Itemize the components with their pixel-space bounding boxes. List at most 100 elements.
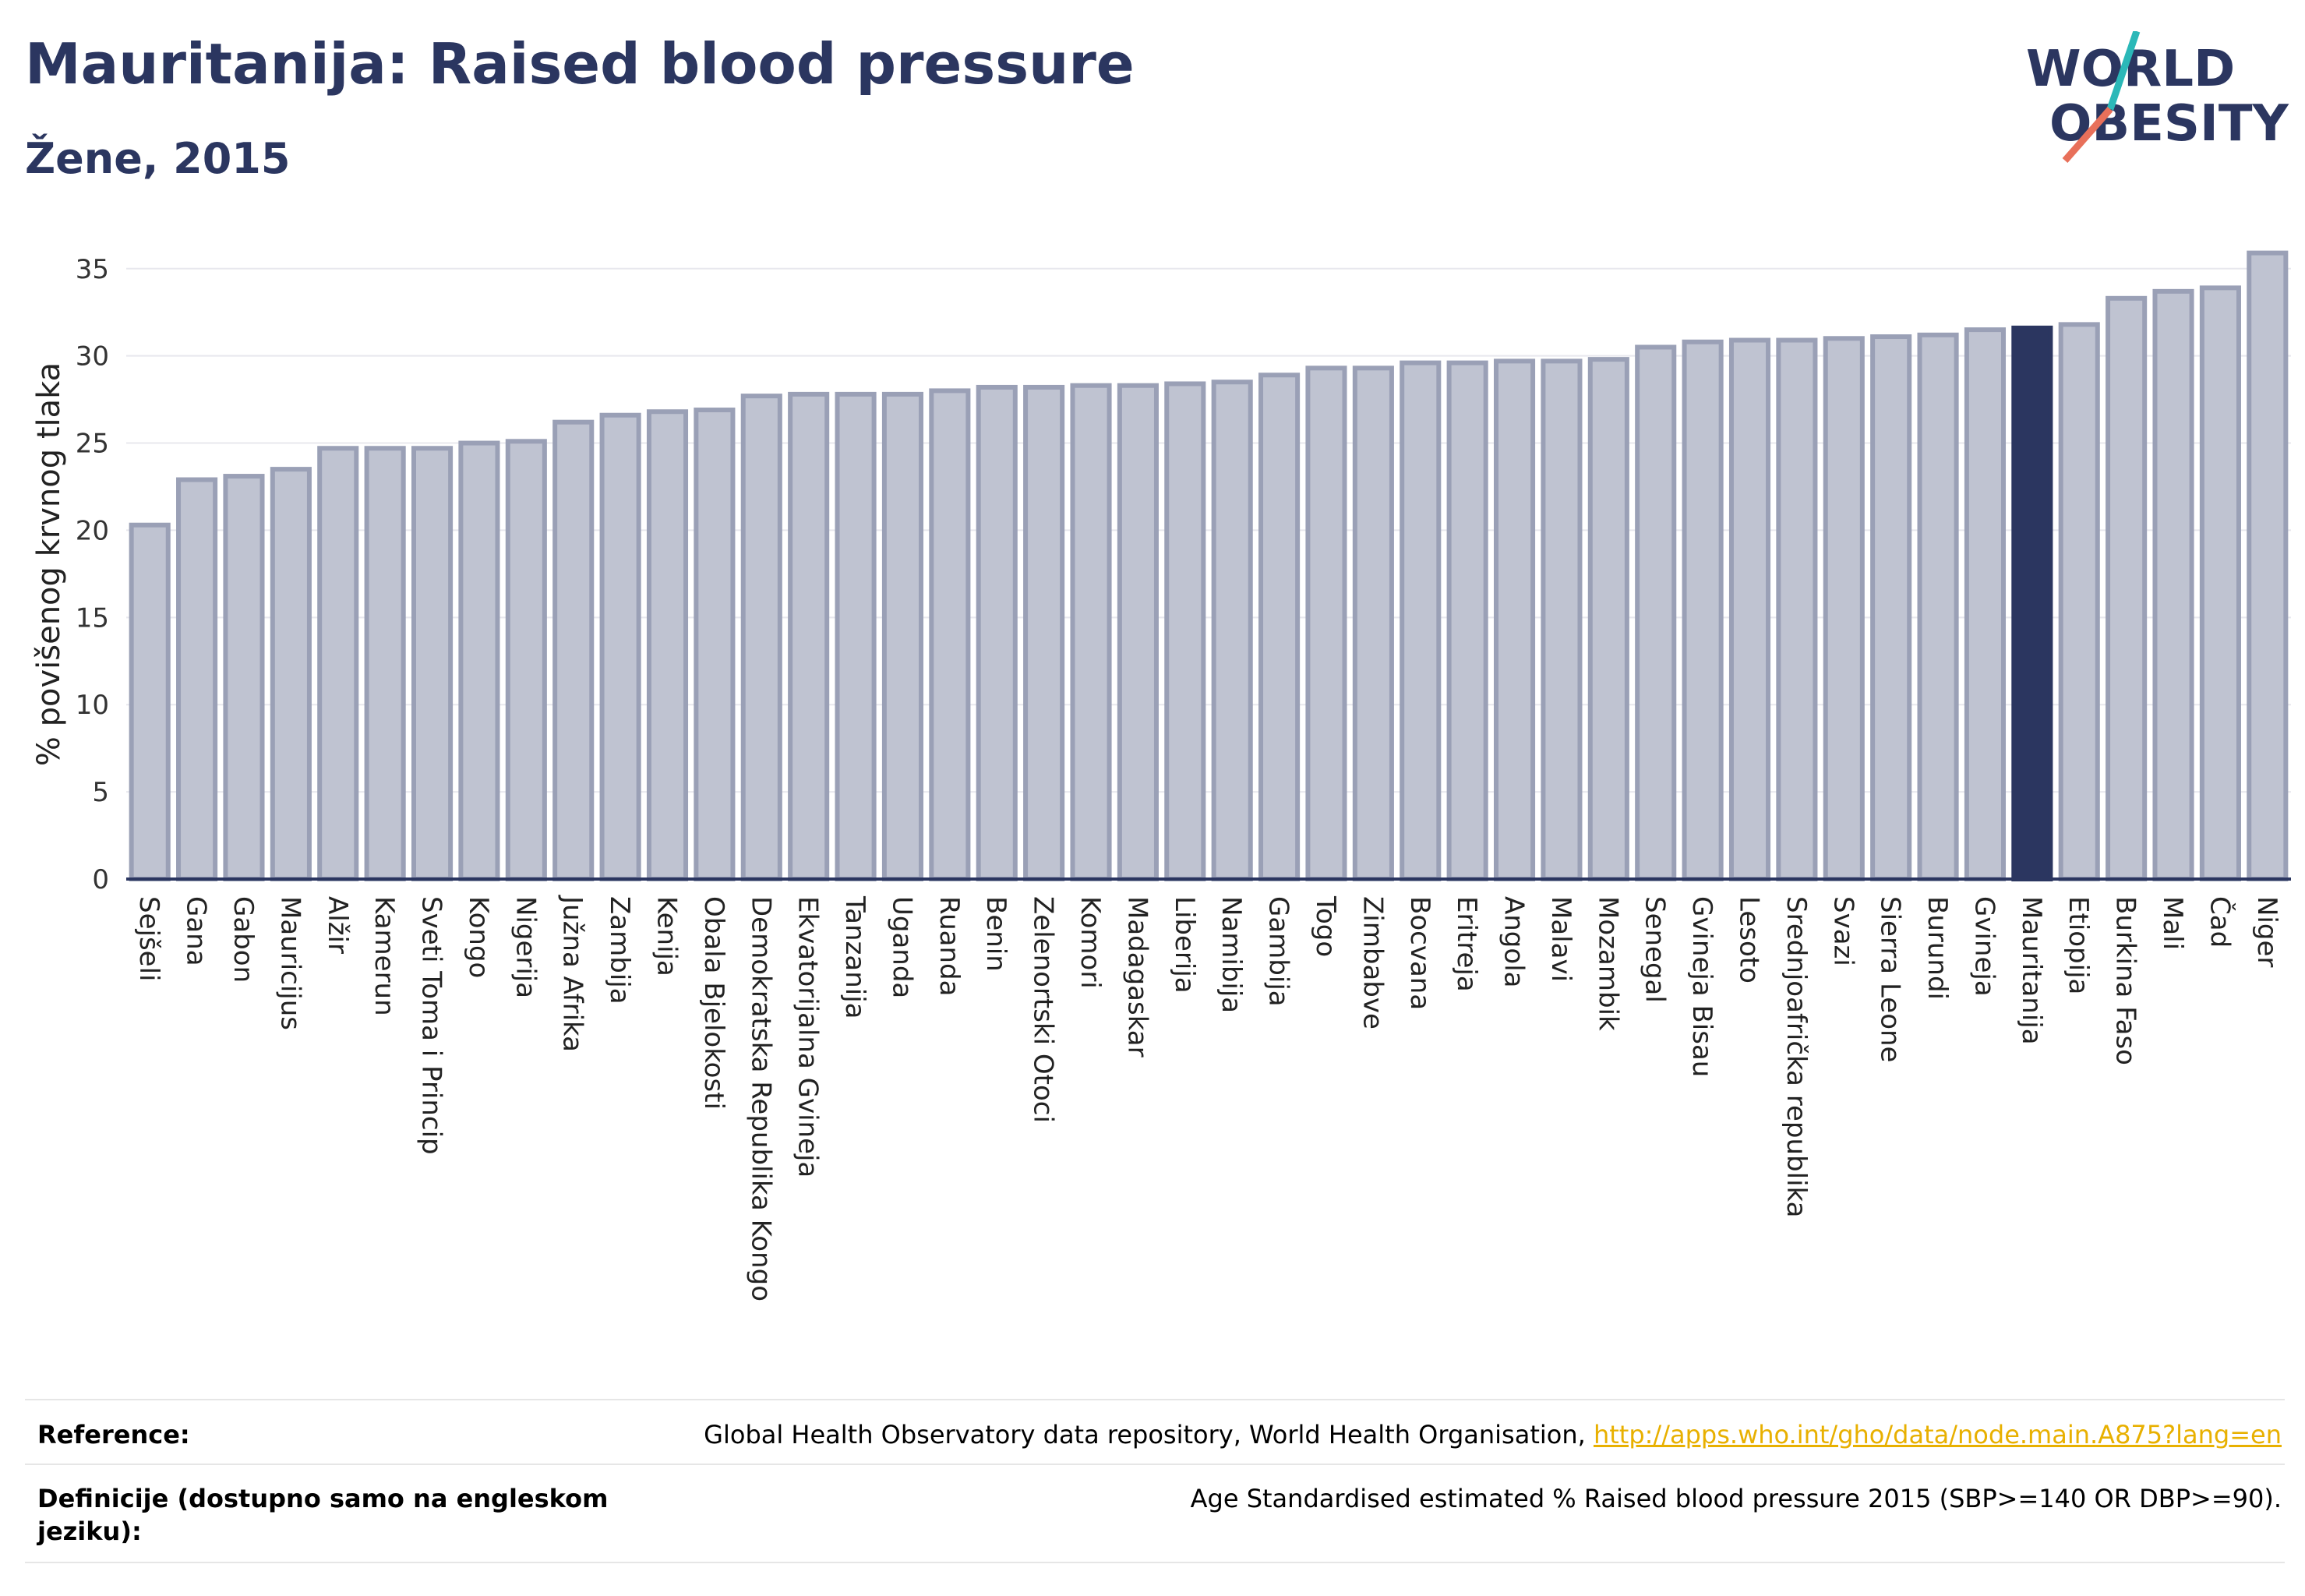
bar — [364, 446, 406, 881]
bar — [976, 384, 1018, 881]
x-tick-label: Čad — [2204, 896, 2236, 948]
bar — [1352, 365, 1394, 881]
bar — [2152, 288, 2194, 882]
bar — [1541, 358, 1583, 881]
x-tick-label: Svazi — [1827, 896, 1858, 966]
footer-rule-middle — [25, 1464, 2285, 1465]
x-tick-label: Madagaskar — [1121, 896, 1152, 1058]
bar — [129, 522, 171, 881]
y-tick-label: 0 — [92, 864, 109, 895]
x-tick-label: Zelenortski Otoci — [1028, 896, 1059, 1123]
x-tick-label: Srednjoafrička republika — [1781, 896, 1812, 1217]
logo-slash-teal — [2106, 31, 2141, 111]
bar — [929, 388, 971, 881]
page-title: Mauritanija: Raised blood pressure — [25, 31, 1135, 97]
bar — [2199, 285, 2241, 881]
x-tick-label: Eritreja — [1451, 896, 1482, 992]
bar — [1587, 357, 1629, 881]
x-tick-label: Zimbabve — [1357, 896, 1388, 1029]
bar — [1682, 339, 1724, 881]
reference-label: Reference: — [37, 1420, 190, 1449]
x-tick-label: Kongo — [463, 896, 494, 978]
bar — [1635, 344, 1677, 881]
bar — [1823, 336, 1865, 881]
logo-line-2: OBESITY — [2049, 95, 2289, 153]
bar — [694, 408, 736, 881]
y-tick-label: 30 — [76, 341, 109, 373]
bar — [1493, 358, 1536, 881]
page-subtitle: Žene, 2015 — [25, 134, 291, 183]
x-tick-label: Zambija — [604, 896, 635, 1005]
x-tick-label: Namibija — [1216, 896, 1247, 1013]
x-tick-label: Uganda — [886, 896, 917, 998]
bar — [1258, 373, 1301, 881]
bar — [788, 391, 830, 881]
y-tick-label: 25 — [76, 429, 109, 460]
x-tick-label: Južna Afrika — [557, 895, 588, 1052]
x-tick-label: Burundi — [1922, 896, 1953, 1000]
bar — [2106, 295, 2148, 881]
definition-label-line-2: jeziku): — [37, 1517, 142, 1546]
x-tick-label: Kenija — [651, 896, 683, 976]
reference-source: Global Health Observatory data repositor… — [704, 1420, 1594, 1449]
bar-chart: 0 5 10 15 20 25 30 35 % povišenog krvnog tlaka Se… — [31, 250, 2291, 1301]
bar — [317, 446, 359, 881]
y-tick-label: 5 — [92, 777, 109, 808]
x-tick-label: Kamerun — [369, 896, 400, 1016]
bar — [1164, 381, 1206, 881]
footer-rule-top — [25, 1399, 2285, 1400]
definition-label-line-1: Definicije (dostupno samo na engleskom — [37, 1484, 609, 1513]
x-tick-label: Sierra Leone — [1875, 896, 1906, 1062]
x-tick-label: Senegal — [1640, 896, 1671, 1003]
x-tick-label: Ruanda — [934, 896, 965, 996]
bar — [1117, 383, 1159, 881]
x-tick-label: Burkina Faso — [2110, 896, 2141, 1065]
bar — [1305, 365, 1347, 881]
bar — [1446, 360, 1488, 882]
definition-text: Age Standardised estimated % Raised bloo… — [1190, 1484, 2282, 1513]
bar — [1776, 337, 1818, 881]
bar — [1070, 383, 1112, 881]
x-tick-label: Obala Bjelokosti — [698, 896, 729, 1110]
bar — [2247, 250, 2289, 881]
bar — [1023, 384, 1065, 881]
bar — [599, 412, 641, 881]
x-tick-label: Benin — [980, 896, 1011, 972]
bar — [552, 419, 595, 881]
bar — [1917, 332, 1959, 881]
bar — [2011, 325, 2053, 881]
bar — [1211, 380, 1253, 882]
x-tick-label: Angola — [1498, 896, 1530, 987]
reference-link[interactable]: http://apps.who.int/gho/data/node.main.A… — [1593, 1420, 2282, 1449]
bar — [835, 391, 877, 881]
x-tick-label: Gana — [181, 896, 212, 966]
x-tick-label: Ekvatorijalna Gvineja — [792, 896, 824, 1178]
bar — [740, 394, 782, 882]
bar — [646, 409, 689, 881]
x-tick-label: Mali — [2157, 896, 2188, 950]
bar — [270, 467, 312, 881]
footer-rule-bottom — [25, 1562, 2285, 1563]
x-tick-label: Alžir — [322, 896, 353, 954]
x-tick-label: Komori — [1075, 896, 1106, 989]
x-tick-label: Sveti Toma i Princip — [416, 896, 447, 1155]
x-tick-label: Gvineja — [1968, 896, 2000, 997]
x-tick-label: Togo — [1310, 895, 1341, 957]
x-tick-label: Bocvana — [1404, 896, 1435, 1010]
y-axis-label: % povišenog krvnog tlaka — [31, 362, 67, 766]
y-tick-label: 20 — [76, 515, 109, 546]
bar — [223, 474, 265, 881]
bar — [1400, 360, 1442, 882]
reference-text: Global Health Observatory data repositor… — [704, 1420, 2282, 1449]
x-tick-label: Etiopija — [2063, 896, 2094, 994]
world-obesity-logo: WORLD OBESITY — [2026, 31, 2289, 163]
bar — [1964, 327, 2007, 882]
bar — [411, 446, 454, 881]
x-tick-label: Gabon — [228, 896, 259, 983]
bar — [458, 440, 500, 881]
x-tick-label: Tanzanija — [839, 895, 870, 1019]
x-tick-label: Malavi — [1545, 896, 1576, 982]
logo-slash-coral — [2062, 107, 2113, 163]
x-tick-label: Mauritanija — [2016, 896, 2047, 1045]
x-tick-label: Niger — [2251, 896, 2282, 967]
